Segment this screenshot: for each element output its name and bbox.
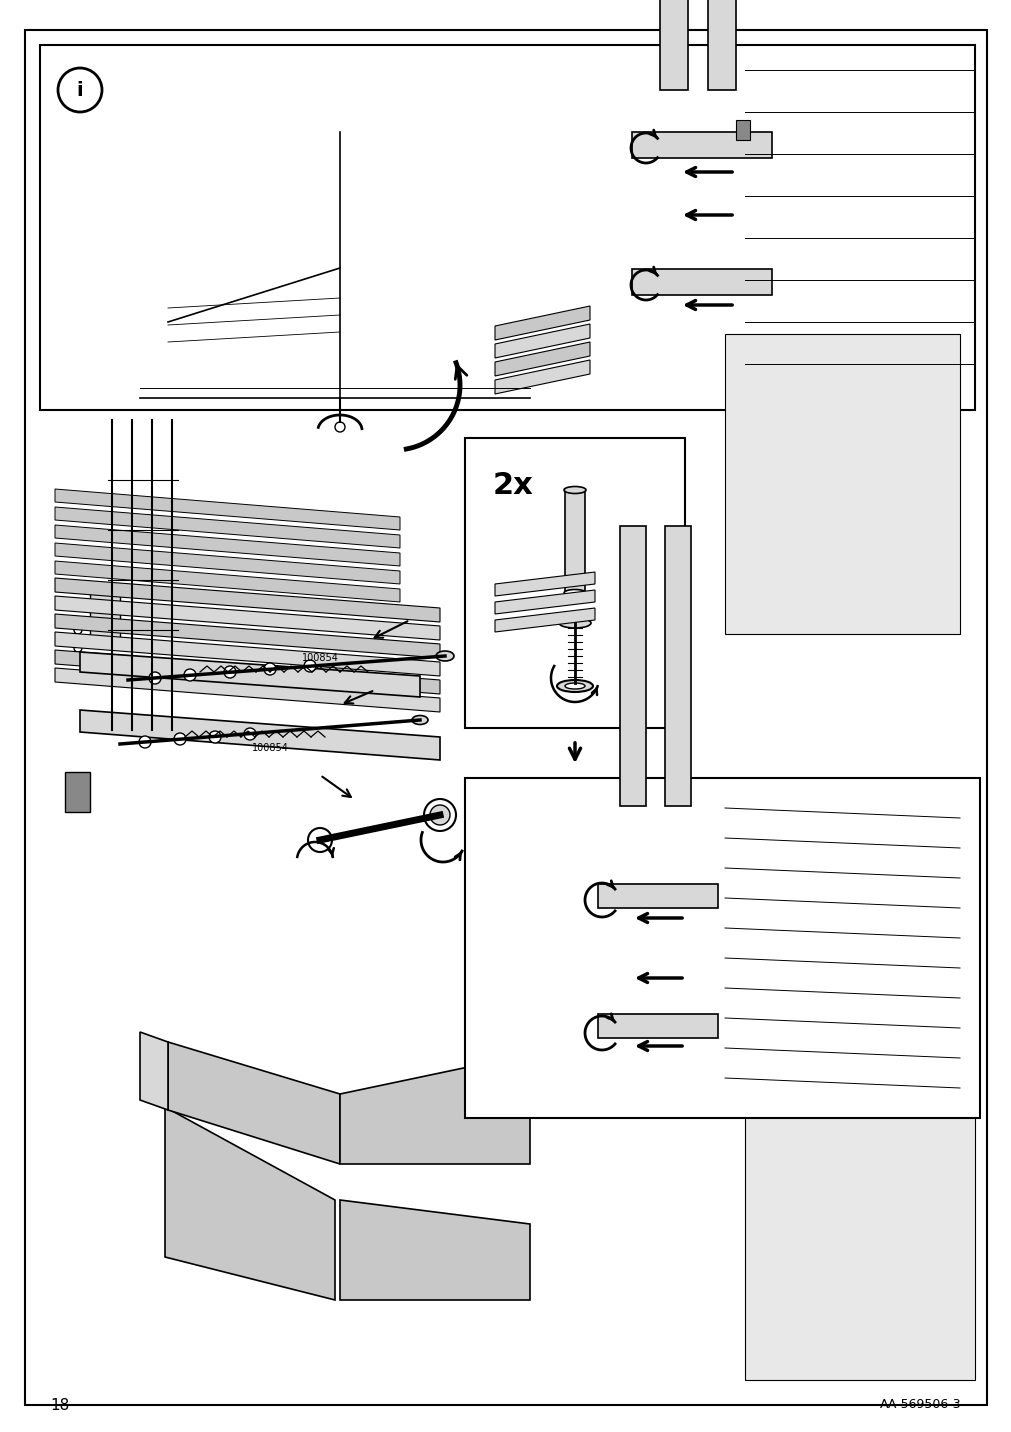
Polygon shape [65, 772, 90, 812]
Polygon shape [55, 561, 399, 601]
Polygon shape [55, 507, 399, 548]
Ellipse shape [411, 716, 428, 725]
Polygon shape [724, 334, 959, 634]
Polygon shape [55, 579, 440, 621]
Text: 100854: 100854 [301, 653, 338, 663]
Bar [464, 778, 979, 1118]
Polygon shape [494, 306, 589, 339]
Polygon shape [494, 590, 594, 614]
Ellipse shape [556, 680, 592, 692]
Bar [708, 0, 735, 90]
Ellipse shape [563, 590, 585, 597]
Bar [90, 590, 120, 640]
Ellipse shape [563, 487, 585, 494]
Circle shape [174, 733, 186, 745]
Polygon shape [55, 667, 440, 712]
Circle shape [209, 730, 220, 743]
Polygon shape [80, 652, 420, 697]
Polygon shape [55, 632, 440, 676]
Circle shape [58, 67, 102, 112]
Circle shape [335, 422, 345, 432]
Circle shape [184, 669, 196, 682]
Circle shape [430, 805, 450, 825]
Polygon shape [340, 1054, 530, 1164]
Polygon shape [55, 650, 440, 695]
Polygon shape [744, 1024, 974, 1380]
Circle shape [149, 672, 161, 684]
Bar [598, 884, 717, 908]
Polygon shape [494, 359, 589, 394]
Polygon shape [165, 1107, 335, 1300]
Text: 18: 18 [50, 1398, 69, 1412]
Circle shape [264, 663, 276, 674]
Circle shape [74, 644, 82, 652]
Polygon shape [494, 609, 594, 632]
Circle shape [307, 828, 332, 852]
Ellipse shape [558, 619, 590, 629]
Bar [632, 269, 771, 295]
Bar [598, 1014, 717, 1038]
Polygon shape [55, 596, 440, 640]
Polygon shape [494, 324, 589, 358]
Polygon shape [55, 488, 399, 530]
Polygon shape [168, 1042, 340, 1164]
Bar [620, 526, 645, 806]
Bar [735, 120, 749, 140]
Circle shape [303, 660, 315, 672]
Bar [664, 526, 691, 806]
Polygon shape [494, 571, 594, 596]
Circle shape [74, 626, 82, 634]
Polygon shape [80, 710, 440, 760]
Text: AA-569506-3: AA-569506-3 [880, 1399, 961, 1412]
Circle shape [424, 799, 456, 831]
Polygon shape [494, 342, 589, 377]
Ellipse shape [564, 683, 584, 689]
Text: 100854: 100854 [252, 743, 288, 753]
Circle shape [244, 727, 256, 740]
Circle shape [223, 666, 236, 677]
Text: i: i [77, 80, 83, 99]
Polygon shape [55, 543, 399, 584]
Bar [564, 490, 584, 593]
Polygon shape [140, 1032, 168, 1110]
Bar [659, 0, 687, 90]
Bar [464, 438, 684, 727]
Ellipse shape [436, 652, 454, 662]
Polygon shape [55, 614, 440, 657]
Bar [40, 44, 974, 410]
Polygon shape [340, 1200, 530, 1300]
Text: 2x: 2x [492, 471, 533, 501]
Polygon shape [55, 526, 399, 566]
Circle shape [139, 736, 151, 748]
Bar [632, 132, 771, 158]
